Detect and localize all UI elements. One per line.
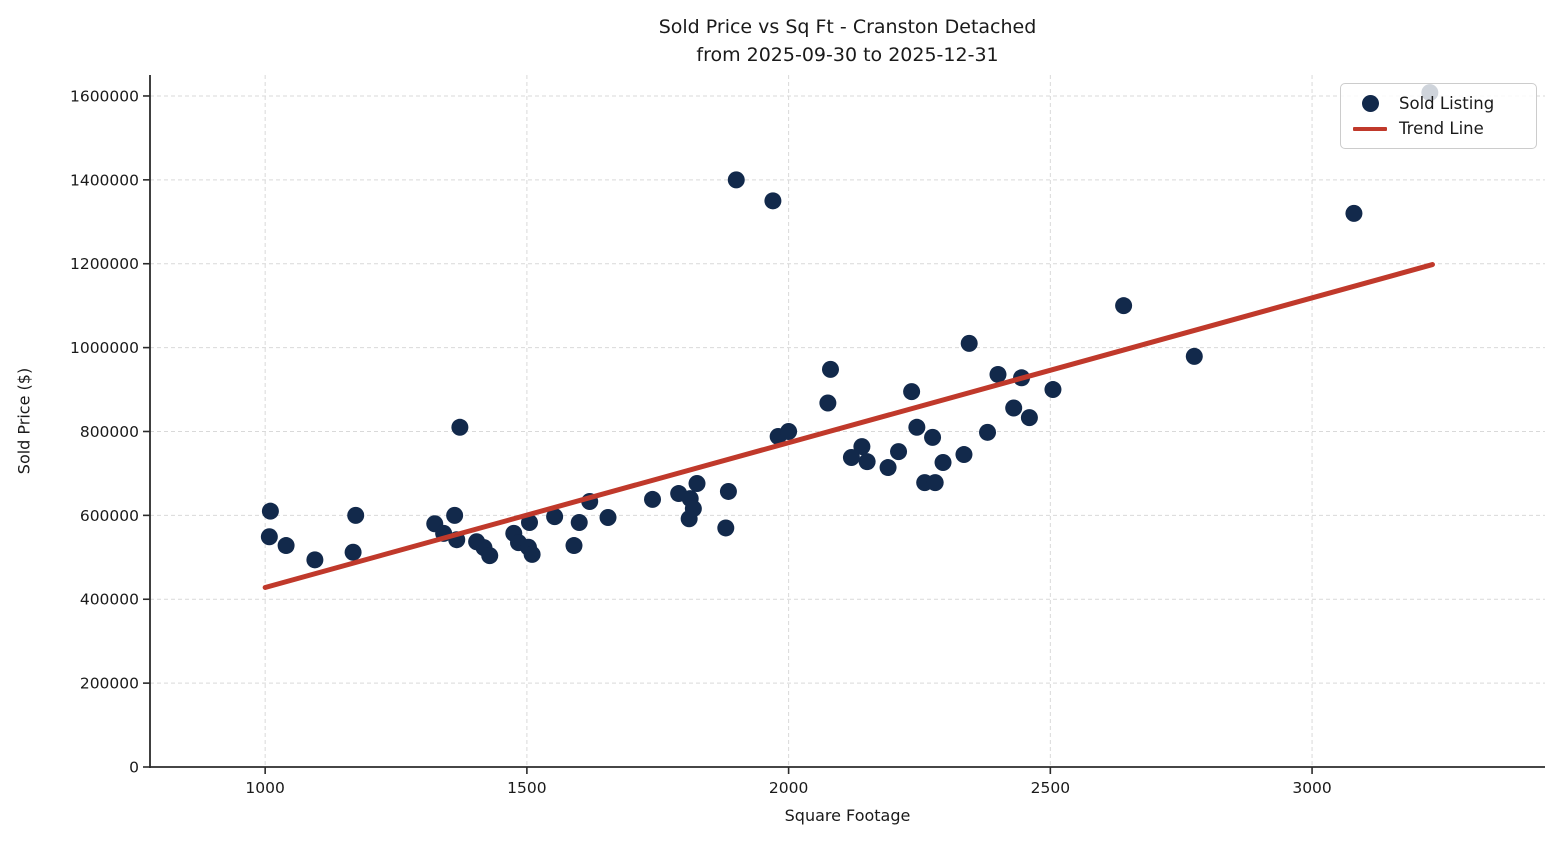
- scatter-point: [521, 513, 539, 531]
- scatter-point: [644, 490, 662, 508]
- scatter-point: [277, 537, 295, 555]
- scatter-point: [451, 418, 469, 436]
- scatter-point: [842, 448, 860, 466]
- scatter-point: [727, 171, 745, 189]
- scatter-point: [680, 510, 698, 528]
- scatter-point: [446, 506, 464, 524]
- legend: Sold Listing Trend Line: [1340, 83, 1537, 149]
- scatter-point: [344, 543, 362, 561]
- y-tick-label: 400000: [80, 591, 139, 609]
- scatter-point: [924, 428, 942, 446]
- scatter-point: [546, 508, 564, 526]
- x-tick-label: 2500: [1031, 779, 1070, 797]
- x-axis-label: Square Footage: [784, 806, 911, 825]
- y-tick-label: 0: [129, 759, 139, 777]
- legend-item-trend-line: Trend Line: [1351, 119, 1528, 138]
- scatter-point: [306, 551, 324, 569]
- scatter-point: [717, 519, 735, 537]
- legend-marker-box: [1351, 94, 1389, 112]
- x-tick-label: 1500: [507, 779, 546, 797]
- y-tick-label: 1000000: [70, 339, 139, 357]
- y-tick-label: 800000: [80, 423, 139, 441]
- scatter-point: [960, 334, 978, 352]
- scatter-point: [1020, 409, 1038, 427]
- scatter-point: [879, 459, 897, 477]
- scatter-point: [764, 192, 782, 210]
- scatter-point: [261, 502, 279, 520]
- scatter-point: [989, 365, 1007, 383]
- scatter-point: [926, 474, 944, 492]
- x-tick-label: 1000: [245, 779, 284, 797]
- scatter-point: [565, 537, 583, 555]
- scatter-point: [934, 454, 952, 472]
- scatter-point: [1044, 381, 1062, 399]
- scatter-point: [523, 545, 541, 563]
- scatter-point: [719, 482, 737, 500]
- scatter-point: [979, 423, 997, 441]
- scatter-point: [955, 446, 973, 464]
- scatter-point: [1185, 347, 1203, 365]
- chart-title: Sold Price vs Sq Ft - Cranston Detached: [658, 16, 1037, 38]
- scatter-point: [780, 422, 798, 440]
- x-tick-label: 2000: [769, 779, 808, 797]
- scatter-point: [821, 360, 839, 378]
- scatter-point: [890, 443, 908, 461]
- y-tick-label: 1600000: [70, 87, 139, 105]
- legend-label: Trend Line: [1399, 119, 1484, 139]
- legend-marker-box: [1351, 126, 1389, 131]
- scatter-point: [570, 513, 588, 531]
- trend-line-marker-icon: [1353, 126, 1387, 131]
- scatter-point: [599, 508, 617, 526]
- scatter-point: [1005, 399, 1023, 417]
- scatter-point: [1345, 204, 1363, 222]
- scatter-point: [688, 474, 706, 492]
- y-axis-label: Sold Price ($): [14, 367, 34, 475]
- chart-subtitle: from 2025-09-30 to 2025-12-31: [696, 44, 999, 66]
- sold-listing-marker-icon: [1361, 94, 1379, 112]
- scatter-point: [858, 453, 876, 471]
- x-tick-label: 3000: [1292, 779, 1331, 797]
- scatter-point: [481, 547, 499, 565]
- scatter-point: [903, 383, 921, 401]
- trend-line: [262, 262, 1435, 590]
- y-tick-label: 1200000: [70, 255, 139, 273]
- legend-item-sold-listing: Sold Listing: [1351, 94, 1528, 113]
- scatter-point: [260, 528, 278, 546]
- scatter-point: [819, 394, 837, 412]
- y-tick-label: 600000: [80, 507, 139, 525]
- scatter-point: [347, 506, 365, 524]
- y-tick-label: 200000: [80, 675, 139, 693]
- scatter-point: [853, 438, 871, 456]
- scatter-point: [908, 418, 926, 436]
- legend-label: Sold Listing: [1399, 93, 1495, 113]
- y-tick-label: 1400000: [70, 171, 139, 189]
- scatter-point: [1115, 297, 1133, 315]
